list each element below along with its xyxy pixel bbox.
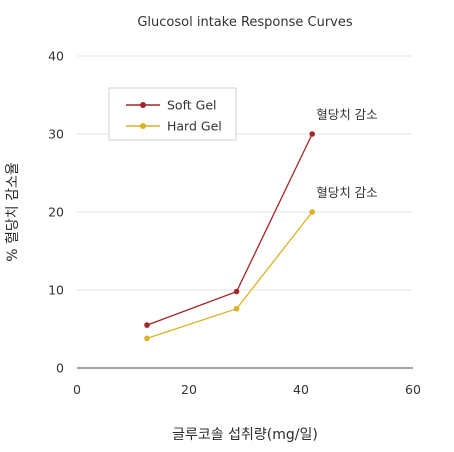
end-label-hard-gel: 혈당치 감소: [316, 185, 377, 200]
x-tick-label-0: 0: [73, 382, 81, 397]
y-tick-label-10: 10: [48, 283, 64, 298]
data-point-hard-gel-1: [233, 305, 240, 312]
x-axis-label: 글루코솔 섭취량(mg/일): [172, 427, 318, 443]
y-axis-label: % 혈당치 감소율: [5, 162, 21, 262]
data-point-hard-gel-2: [309, 209, 316, 215]
chart-title: Glucosol intake Response Curves: [137, 15, 353, 30]
x-tick-label-40: 40: [293, 382, 309, 397]
y-tick-label-0: 0: [56, 361, 64, 376]
y-axis-ticks: 0 10 20 30 40: [48, 49, 64, 376]
data-point-soft-gel-1: [233, 288, 240, 295]
data-point-hard-gel-0: [144, 335, 150, 342]
data-point-soft-gel-2: [309, 131, 316, 137]
x-axis-ticks: 0 20 40 60: [73, 382, 421, 397]
legend: Soft Gel Hard Gel: [108, 87, 237, 141]
series-line-hard-gel: [146, 211, 313, 339]
end-label-soft-gel: 혈당치 감소: [316, 107, 377, 122]
legend-label-hard-gel: Hard Gel: [167, 119, 222, 134]
legend-marker-hard-gel: [140, 123, 146, 129]
y-tick-label-30: 30: [48, 127, 64, 142]
data-point-soft-gel-0: [144, 322, 150, 328]
series-line-soft-gel: [146, 133, 313, 326]
legend-label-soft-gel: Soft Gel: [167, 98, 217, 113]
legend-box: [108, 87, 237, 141]
x-tick-label-60: 60: [405, 382, 421, 397]
legend-marker-soft-gel: [140, 102, 146, 108]
y-tick-label-40: 40: [48, 49, 64, 64]
y-tick-label-20: 20: [48, 205, 64, 220]
x-tick-label-20: 20: [181, 382, 197, 397]
